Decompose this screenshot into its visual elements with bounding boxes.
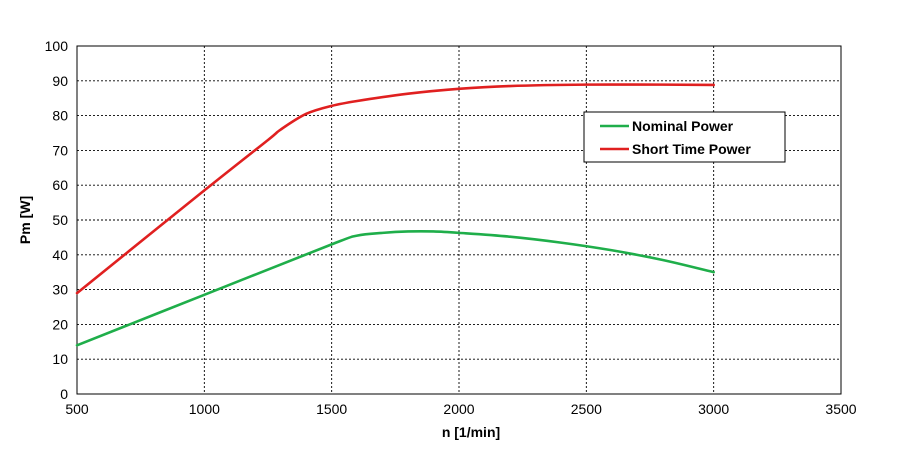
x-tick-label: 3000: [698, 401, 729, 417]
legend-label-short-time-power: Short Time Power: [632, 141, 751, 157]
x-tick-label: 1000: [189, 401, 220, 417]
legend-box: [583, 111, 786, 163]
tick-labels: 0 10 20 30 40 50 60 70 80 90 100 500 1000 1500 2000 250…: [45, 38, 857, 417]
y-tick-label: 40: [52, 247, 68, 263]
series-line-nominal-power: [75, 230, 715, 347]
y-tick-label: 0: [60, 386, 68, 402]
y-tick-label: 80: [52, 108, 68, 124]
x-tick-label: 2500: [571, 401, 602, 417]
y-axis-label: Pm [W]: [17, 196, 33, 244]
series-line-short-time-power: [75, 83, 715, 295]
plot-area-border: [76, 45, 842, 395]
x-tick-label: 1500: [316, 401, 347, 417]
x-axis-label: n [1/min]: [442, 424, 500, 440]
x-tick-label: 3500: [825, 401, 856, 417]
x-tick-label: 500: [65, 401, 89, 417]
x-tick-label: 2000: [443, 401, 474, 417]
series-lines: [75, 83, 715, 347]
legend: Nominal Power Short Time Power: [583, 111, 786, 163]
y-tick-label: 90: [52, 73, 68, 89]
y-tick-label: 100: [45, 38, 69, 54]
y-tick-label: 10: [52, 351, 68, 367]
legend-label-nominal-power: Nominal Power: [632, 118, 734, 134]
y-tick-label: 30: [52, 282, 68, 298]
y-tick-label: 20: [52, 316, 68, 332]
y-tick-label: 50: [52, 212, 68, 228]
y-tick-label: 60: [52, 177, 68, 193]
grid-lines: [77, 46, 841, 394]
y-tick-label: 70: [52, 142, 68, 158]
